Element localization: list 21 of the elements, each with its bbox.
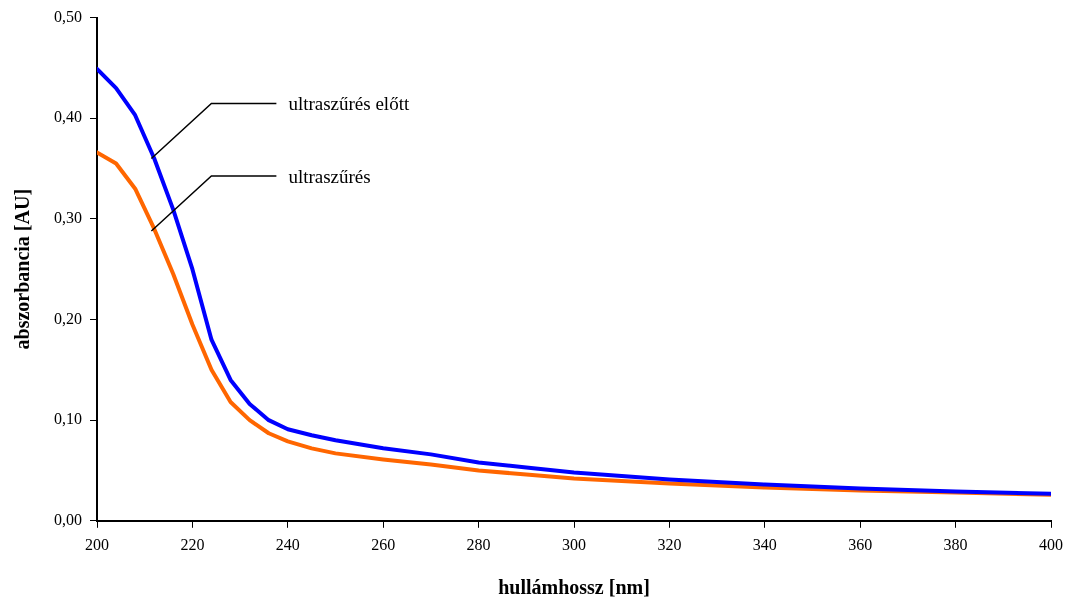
x-tick-label: 400	[1039, 535, 1063, 553]
x-tick-label: 300	[562, 535, 586, 553]
x-tick-label: 380	[943, 535, 968, 553]
y-tick-label: 0,30	[54, 209, 82, 227]
x-tick-label: 220	[180, 535, 205, 553]
x-tick-label: 340	[752, 535, 777, 553]
x-axis-title: hullámhossz [nm]	[498, 576, 650, 599]
x-tick-label: 200	[85, 535, 109, 553]
x-tick-label: 280	[466, 535, 491, 553]
x-tick-label: 240	[275, 535, 300, 553]
annotation: ultraszűrés	[288, 165, 371, 187]
y-tick-label: 0,20	[54, 309, 82, 327]
y-tick-label: 0,00	[54, 511, 82, 528]
annotation: ultraszűrés előtt	[288, 93, 410, 115]
y-tick-label: 0,40	[54, 108, 82, 126]
y-tick-label: 0,50	[54, 7, 82, 25]
x-tick-label: 260	[371, 535, 396, 553]
x-tick-label: 320	[657, 535, 682, 553]
x-tick-label: 360	[848, 535, 873, 553]
y-tick-label: 0,10	[54, 410, 82, 428]
y-axis-title: abszorbancia [AU]	[11, 188, 34, 350]
